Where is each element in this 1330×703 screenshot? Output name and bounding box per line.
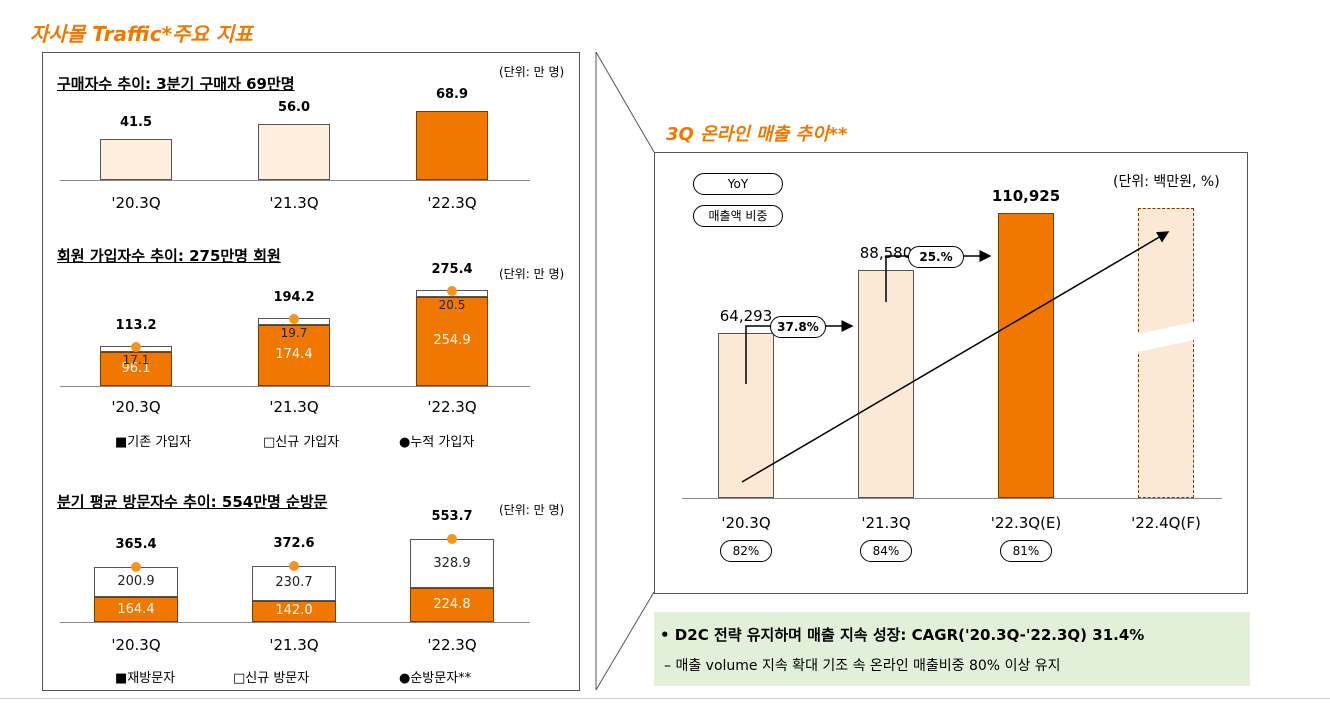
- summary-box: • D2C 전략 유지하며 매출 지속 성장: CAGR('20.3Q-'22.…: [654, 612, 1250, 686]
- visitors-x-label: '21.3Q: [269, 636, 319, 654]
- yoy-pill-2: 25.%: [908, 246, 964, 268]
- members-legend-new: □신규 가입자: [263, 435, 340, 450]
- right-title: 3Q 온라인 매출 추이**: [666, 124, 848, 145]
- members-bar-existing: [100, 352, 172, 386]
- visitors-unique-dot: [289, 561, 299, 572]
- sales-x-label: '22.3Q(E): [990, 514, 1062, 532]
- members-cumulative-dot: [131, 342, 141, 353]
- members-new-label: 20.5: [438, 297, 466, 312]
- visitors-axis: [60, 622, 530, 623]
- buyers-value-label: 56.0: [277, 100, 311, 115]
- zoom-connector: [595, 52, 655, 691]
- sales-share-pill: 84%: [860, 540, 912, 562]
- buyers-title: 구매자수 추이: 3분기 구매자 69만명: [57, 75, 295, 93]
- members-x-label: '20.3Q: [111, 398, 161, 416]
- visitors-total-label: 553.7: [431, 508, 473, 524]
- members-total-label: 194.2: [273, 290, 315, 306]
- visitors-unit: (단위: 만 명): [499, 503, 565, 517]
- summary-headline: • D2C 전략 유지하며 매출 지속 성장: CAGR('20.3Q-'22.…: [660, 626, 1145, 644]
- connector-bottom: [595, 591, 655, 691]
- visitors-returning-label: 142.0: [275, 603, 313, 619]
- members-existing-label: 174.4: [275, 347, 313, 363]
- sales-share-pill: 81%: [1000, 540, 1052, 562]
- visitors-unique-dot: [131, 562, 141, 573]
- members-total-label: 275.4: [431, 261, 473, 277]
- visitors-legend-new: □신규 방문자: [233, 671, 310, 686]
- bottom-rule: [0, 698, 1330, 699]
- sales-x-label: '22.4Q(F): [1131, 514, 1201, 532]
- members-axis: [60, 386, 530, 387]
- members-existing-label: 254.9: [433, 333, 471, 349]
- sales-x-label: '21.3Q: [861, 514, 911, 532]
- visitors-bar-returning: [94, 597, 178, 622]
- buyers-x-label: '21.3Q: [269, 194, 319, 212]
- right-unit: (단위: 백만원, %): [1113, 174, 1220, 190]
- members-existing-label: 96.1: [121, 361, 151, 377]
- members-cumulative-dot: [289, 314, 299, 325]
- visitors-title: 분기 평균 방문자수 추이: 554만명 순방문: [57, 493, 328, 511]
- members-new-label: 17.1: [122, 353, 150, 368]
- buyers-x-label: '22.3Q: [427, 194, 477, 212]
- visitors-x-label: '20.3Q: [111, 636, 161, 654]
- buyers-unit: (단위: 만 명): [499, 65, 565, 79]
- buyers-value-label: 68.9: [435, 87, 469, 103]
- connector-top: [595, 52, 655, 153]
- buyers-bar: [100, 138, 172, 180]
- visitors-returning-label: 164.4: [117, 601, 155, 617]
- members-bar-existing: [258, 324, 330, 386]
- sales-value-label: 110,925: [991, 186, 1061, 205]
- visitors-x-label: '22.3Q: [427, 636, 477, 654]
- buyers-axis: [60, 180, 530, 181]
- sales-bar: [858, 270, 914, 498]
- members-x-label: '22.3Q: [427, 398, 477, 416]
- visitors-new-label: 200.9: [117, 574, 155, 590]
- sales-bar: [998, 212, 1054, 498]
- members-unit: (단위: 만 명): [499, 267, 565, 281]
- buyers-value-label: 41.5: [119, 114, 153, 130]
- visitors-legend-returning: ■재방문자: [115, 671, 176, 686]
- visitors-legend-unique: ●순방문자**: [399, 671, 472, 686]
- visitors-total-label: 365.4: [115, 537, 157, 553]
- visitors-new-label: 230.7: [275, 575, 313, 591]
- members-total-label: 113.2: [115, 318, 157, 334]
- buyers-x-label: '20.3Q: [111, 194, 161, 212]
- legend-yoy-pill: YoY: [693, 173, 783, 195]
- legend-share-pill: 매출액 비중: [693, 205, 783, 227]
- buyers-bar: [416, 111, 488, 180]
- summary-sub: – 매출 volume 지속 확대 기조 속 온라인 매출비중 80% 이상 유…: [664, 658, 1061, 674]
- sales-x-label: '20.3Q: [721, 514, 771, 532]
- visitors-new-label: 328.9: [433, 555, 471, 571]
- sales-bar: [718, 332, 774, 498]
- members-cumulative-dot: [447, 285, 457, 296]
- members-new-label: 19.7: [280, 325, 308, 340]
- sales-share-pill: 82%: [720, 540, 772, 562]
- page-title: 자사몰 Traffic*주요 지표: [30, 22, 253, 46]
- members-legend-cumulative: ●누적 가입자: [399, 435, 475, 450]
- members-title: 회원 가입자수 추이: 275만명 회원: [57, 247, 281, 265]
- visitors-bar-returning: [252, 600, 336, 622]
- visitors-total-label: 372.6: [273, 536, 315, 552]
- sales-axis: [682, 498, 1222, 499]
- members-x-label: '21.3Q: [269, 398, 319, 416]
- buyers-bar: [258, 124, 330, 180]
- visitors-bar-returning: [410, 588, 494, 622]
- members-bar-existing: [416, 296, 488, 386]
- members-legend-existing: ■기존 가입자: [115, 435, 192, 450]
- sales-bar-forecast: [1138, 208, 1194, 498]
- visitors-returning-label: 224.8: [433, 597, 471, 613]
- visitors-unique-dot: [447, 533, 457, 544]
- visitors-bar-new: [410, 538, 494, 589]
- yoy-pill-1: 37.8%: [770, 316, 826, 338]
